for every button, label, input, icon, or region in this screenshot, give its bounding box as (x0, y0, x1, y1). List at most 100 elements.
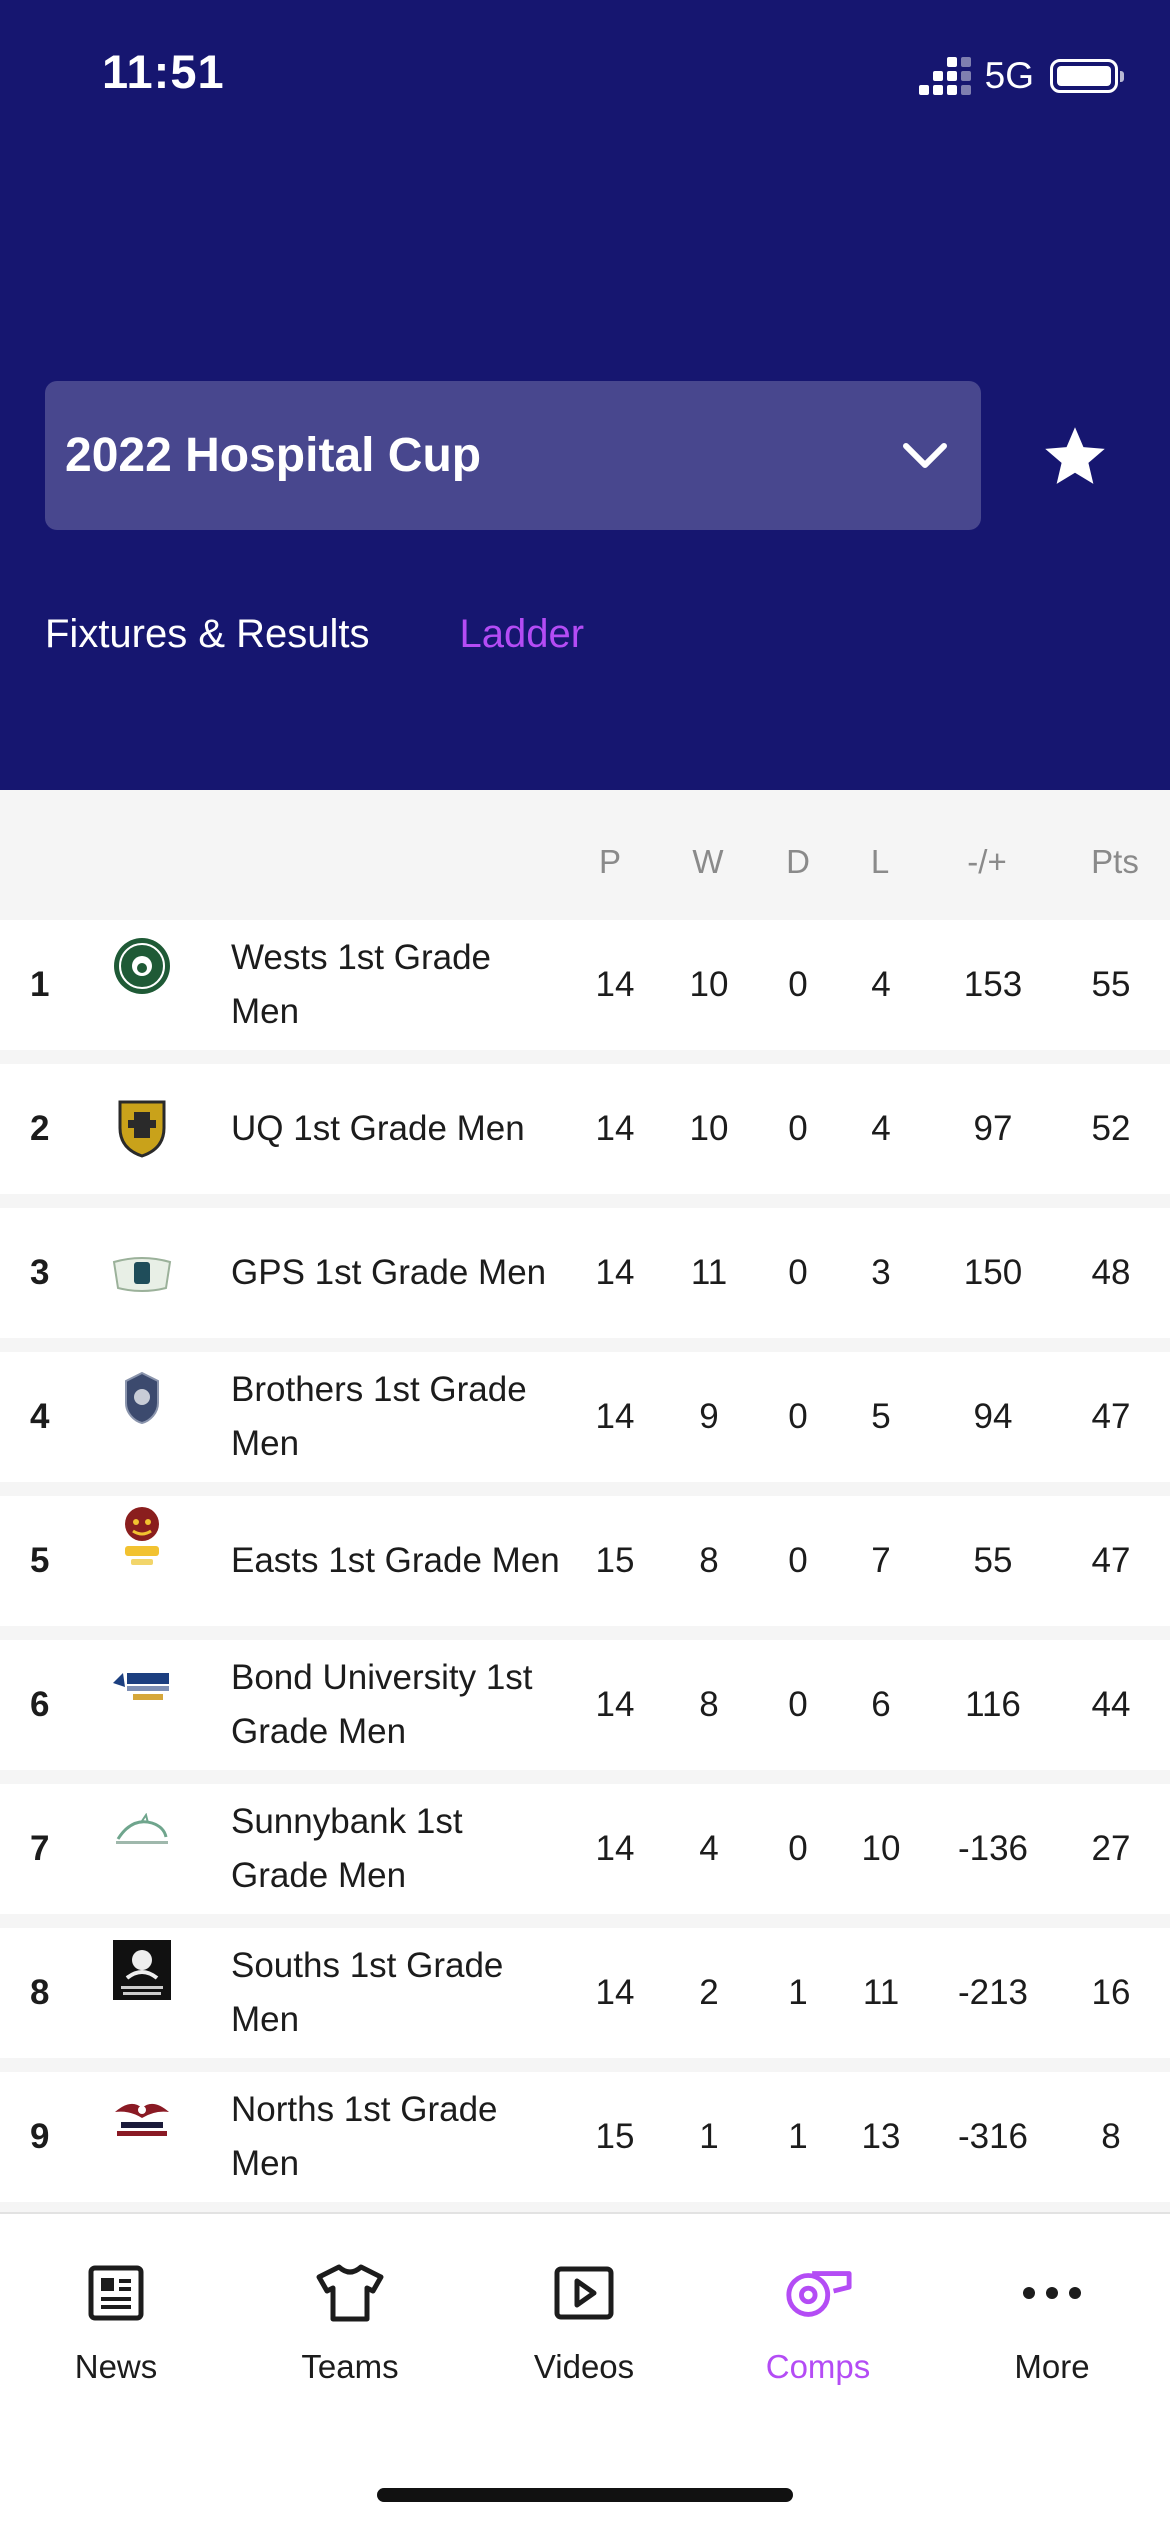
table-row[interactable]: 1 Wests 1st Grade Men 14 10 0 4 153 55 (0, 920, 1170, 1050)
points: 16 (1091, 1973, 1131, 2012)
lost: 5 (871, 1397, 891, 1436)
uq-crest-logo (108, 1094, 176, 1162)
table-row[interactable]: 2 UQ 1st Grade Men 14 10 0 4 97 52 (0, 1064, 1170, 1194)
team-name: Brothers 1st Grade Men (231, 1370, 527, 1463)
lost: 4 (871, 965, 891, 1004)
tab-comps[interactable]: Comps (718, 2258, 918, 2386)
rank: 3 (30, 1253, 50, 1292)
header: 11:51 5G 2022 Hospital Cup Fixtures & Re… (0, 0, 1170, 790)
sunnybank-logo (108, 1796, 176, 1864)
diff: -213 (957, 1973, 1029, 2012)
drawn: 0 (788, 965, 808, 1004)
tab-more[interactable]: More (952, 2258, 1152, 2386)
table-row[interactable]: 6 Bond University 1st Grade Men 14 8 0 6… (0, 1640, 1170, 1770)
rank: 6 (30, 1685, 50, 1724)
won: 10 (689, 965, 729, 1004)
table-row[interactable]: 4 Brothers 1st Grade Men 14 9 0 5 94 47 (0, 1352, 1170, 1482)
col-played: P (598, 843, 621, 880)
won: 10 (689, 1109, 729, 1148)
table-row[interactable]: 9 Norths 1st Grade Men 15 1 1 13 -316 8 (0, 2072, 1170, 2202)
news-icon (81, 2258, 151, 2328)
team-name: Easts 1st Grade Men (231, 1541, 560, 1580)
played: 14 (595, 1253, 635, 1292)
points: 55 (1091, 965, 1131, 1004)
drawn: 0 (788, 1541, 808, 1580)
tab-label: Videos (533, 2348, 635, 2385)
more-dots-icon (1017, 2258, 1087, 2328)
points: 44 (1091, 1685, 1131, 1724)
tab-fixtures-results[interactable]: Fixtures & Results (45, 612, 370, 656)
won: 11 (690, 1253, 728, 1292)
lost: 4 (871, 1109, 891, 1148)
tab-label: Teams (301, 2348, 399, 2385)
norths-eagle-logo (108, 2084, 176, 2152)
network-label: 5G (984, 55, 1034, 96)
played: 14 (595, 1397, 635, 1436)
col-points: Pts (1091, 843, 1139, 880)
points: 27 (1091, 1829, 1131, 1868)
table-row[interactable]: 5 Easts 1st Grade Men 15 8 0 7 55 47 (0, 1496, 1170, 1626)
competition-select[interactable]: 2022 Hospital Cup (45, 381, 981, 530)
points: 8 (1101, 2117, 1121, 2156)
lost: 11 (862, 1973, 900, 2012)
col-won: W (692, 843, 724, 880)
tab-news[interactable]: News (16, 2258, 216, 2386)
played: 14 (595, 1685, 635, 1724)
team-name: Norths 1st Grade Men (231, 2090, 498, 2183)
team-name: UQ 1st Grade Men (231, 1109, 525, 1148)
easts-tiger-logo (108, 1502, 176, 1570)
diff: 116 (965, 1685, 1021, 1724)
points: 47 (1091, 1541, 1131, 1580)
tab-teams[interactable]: Teams (250, 2258, 450, 2386)
battery-icon (1050, 59, 1124, 93)
col-drawn: D (786, 843, 810, 880)
lost: 7 (871, 1541, 891, 1580)
tab-videos[interactable]: Videos (484, 2258, 684, 2386)
chevron-down-icon (901, 432, 949, 480)
jersey-icon (315, 2258, 385, 2328)
table-row[interactable]: 3 GPS 1st Grade Men 14 11 0 3 150 48 (0, 1208, 1170, 1338)
tab-ladder[interactable]: Ladder (459, 612, 585, 656)
played: 15 (595, 1541, 635, 1580)
rank: 8 (30, 1973, 50, 2012)
table-row[interactable]: 7 Sunnybank 1st Grade Men 14 4 0 10 -136… (0, 1784, 1170, 1914)
played: 14 (595, 1973, 635, 2012)
diff: -136 (957, 1829, 1029, 1868)
bond-rugby-logo (108, 1652, 176, 1720)
team-name: Souths 1st Grade Men (231, 1946, 504, 2039)
bottom-tab-bar: News Teams Videos Comps More (0, 2212, 1170, 2532)
diff: 153 (963, 965, 1023, 1004)
whistle-icon (783, 2258, 853, 2328)
team-name: Sunnybank 1st Grade Men (231, 1802, 463, 1895)
col-diff: -/+ (967, 843, 1007, 880)
won: 2 (699, 1973, 719, 2012)
lost: 13 (861, 2117, 901, 2156)
drawn: 0 (788, 1829, 808, 1868)
souths-magpie-logo (108, 1936, 176, 2004)
drawn: 0 (788, 1109, 808, 1148)
wests-bulldog-logo (108, 932, 176, 1000)
home-indicator[interactable] (377, 2488, 793, 2502)
favorite-star-icon[interactable] (1040, 422, 1110, 492)
status-icons: 5G (918, 52, 1124, 100)
lost: 3 (871, 1253, 891, 1292)
play-icon (549, 2258, 619, 2328)
table-row[interactable]: 8 Souths 1st Grade Men 14 2 1 11 -213 16 (0, 1928, 1170, 2058)
diff: 94 (973, 1397, 1013, 1436)
tab-label: More (1014, 2348, 1090, 2385)
rank: 5 (30, 1541, 50, 1580)
points: 47 (1091, 1397, 1131, 1436)
brothers-shield-logo (108, 1364, 176, 1432)
rank: 1 (30, 965, 50, 1004)
played: 14 (595, 965, 635, 1004)
drawn: 1 (788, 1973, 808, 2012)
rank: 9 (30, 2117, 50, 2156)
rank: 7 (30, 1829, 50, 1868)
played: 14 (595, 1829, 635, 1868)
signal-icon (918, 57, 971, 95)
played: 14 (595, 1109, 635, 1148)
gps-logo (108, 1240, 176, 1308)
won: 9 (699, 1397, 719, 1436)
tab-label: News (74, 2348, 158, 2385)
diff: 55 (973, 1541, 1013, 1580)
